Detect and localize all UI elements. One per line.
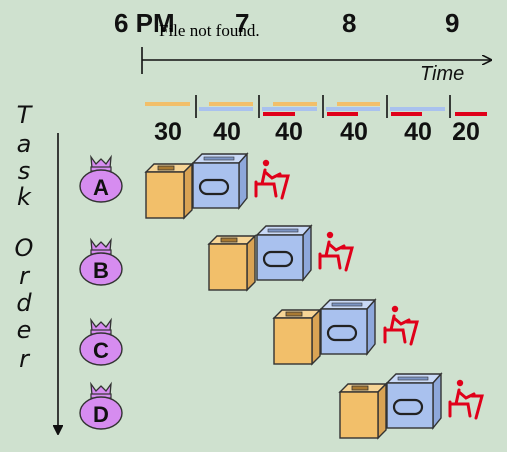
task-letter: C bbox=[93, 338, 109, 363]
laundry-bag-icon: A bbox=[79, 156, 123, 203]
side-label-char: d bbox=[16, 289, 32, 317]
task-letter: D bbox=[93, 402, 109, 427]
hour-label-8: 8 bbox=[342, 8, 357, 38]
person-folding-icon bbox=[448, 378, 484, 420]
side-label-char: k bbox=[17, 183, 31, 211]
duration-label: 30 bbox=[154, 118, 182, 146]
task-row-a: A bbox=[79, 152, 290, 219]
dryer-icon bbox=[319, 298, 377, 356]
hour-label-7: 7 bbox=[235, 8, 250, 38]
stage-bars bbox=[145, 102, 487, 116]
person-folding-icon bbox=[318, 230, 354, 272]
side-label-char: O bbox=[14, 234, 34, 262]
task-row-d: D bbox=[79, 372, 484, 439]
broken-image-text: File not found. bbox=[159, 21, 260, 40]
duration-label: 40 bbox=[213, 118, 241, 146]
person-folding-icon bbox=[254, 158, 290, 200]
side-label-char: r bbox=[19, 345, 29, 373]
side-label-char: e bbox=[16, 316, 32, 344]
washer-icon bbox=[339, 383, 387, 439]
laundry-bag-icon: D bbox=[79, 383, 123, 430]
task-row-b: B bbox=[79, 224, 354, 291]
stage-dividers bbox=[195, 95, 451, 118]
dryer-icon bbox=[255, 224, 313, 282]
dryer-icon bbox=[191, 152, 249, 210]
washer-icon bbox=[208, 235, 256, 291]
duration-label: 20 bbox=[452, 118, 480, 146]
side-label-char: T bbox=[16, 101, 32, 129]
task-letter: A bbox=[93, 175, 109, 200]
side-label-char: s bbox=[17, 157, 31, 185]
washer-icon bbox=[145, 163, 193, 219]
task-row-c: C bbox=[79, 298, 419, 366]
hour-label-6pm: 6 PM bbox=[114, 8, 175, 38]
duration-label: 40 bbox=[340, 118, 368, 146]
hour-label-9: 9 bbox=[445, 8, 460, 38]
time-axis-label: Time bbox=[420, 63, 464, 85]
duration-label: 40 bbox=[404, 118, 432, 146]
side-label-char: a bbox=[16, 130, 32, 158]
person-folding-icon bbox=[383, 304, 419, 346]
laundry-bag-icon: B bbox=[79, 239, 123, 286]
duration-label: 40 bbox=[275, 118, 303, 146]
task-letter: B bbox=[93, 258, 109, 283]
side-label-char: r bbox=[19, 262, 29, 290]
dryer-icon bbox=[385, 372, 443, 430]
laundry-bag-icon: C bbox=[79, 319, 123, 366]
washer-icon bbox=[273, 309, 321, 365]
